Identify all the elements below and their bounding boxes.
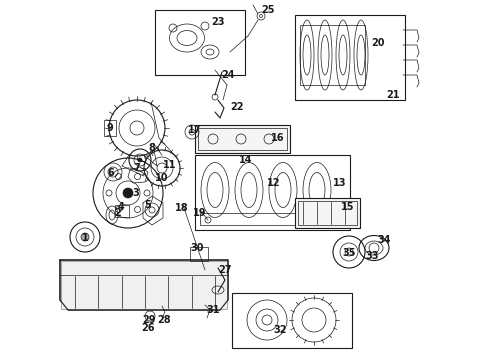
Text: 13: 13 (333, 178, 347, 188)
Text: 5: 5 (145, 200, 151, 210)
Text: 15: 15 (341, 202, 355, 212)
Text: 1: 1 (82, 233, 88, 243)
Circle shape (138, 158, 142, 162)
Circle shape (81, 233, 89, 241)
Text: 6: 6 (108, 168, 114, 178)
Bar (295, 15, 405, 100)
Text: 29: 29 (142, 315, 156, 325)
Text: 4: 4 (118, 202, 124, 212)
Text: 9: 9 (107, 123, 113, 133)
Text: 3: 3 (133, 188, 139, 198)
Text: 14: 14 (239, 155, 253, 165)
Text: 8: 8 (148, 143, 155, 153)
Text: 23: 23 (211, 17, 225, 27)
Text: 12: 12 (267, 178, 281, 188)
Text: 27: 27 (218, 265, 232, 275)
Text: 35: 35 (342, 248, 356, 258)
Text: 19: 19 (193, 208, 207, 218)
Text: 24: 24 (221, 70, 235, 80)
Bar (295, 198, 360, 228)
Text: 33: 33 (365, 251, 379, 261)
Bar (298, 201, 357, 225)
Bar (115, 205, 129, 217)
Text: 26: 26 (141, 323, 155, 333)
Text: 16: 16 (271, 133, 285, 143)
Bar (198, 128, 287, 150)
Text: 11: 11 (163, 160, 177, 170)
Bar (104, 120, 116, 136)
Text: 21: 21 (386, 90, 400, 100)
Text: 20: 20 (371, 38, 385, 48)
Bar (195, 155, 350, 230)
Bar (61, 261, 227, 309)
Bar (300, 25, 365, 85)
Text: 34: 34 (377, 235, 391, 245)
Text: 18: 18 (175, 203, 189, 213)
Text: 30: 30 (190, 243, 204, 253)
Text: 17: 17 (188, 125, 202, 135)
Text: 2: 2 (115, 208, 122, 218)
Text: 7: 7 (134, 163, 140, 173)
Circle shape (123, 188, 133, 198)
Text: 28: 28 (157, 315, 171, 325)
Bar (155, 10, 245, 75)
Bar (190, 247, 208, 261)
Text: 22: 22 (230, 102, 244, 112)
Text: 31: 31 (206, 305, 220, 315)
Text: 10: 10 (155, 173, 169, 183)
Text: 25: 25 (261, 5, 275, 15)
Bar (195, 125, 290, 153)
Text: 32: 32 (273, 325, 287, 335)
Bar (200, 213, 345, 225)
Bar (232, 293, 352, 348)
